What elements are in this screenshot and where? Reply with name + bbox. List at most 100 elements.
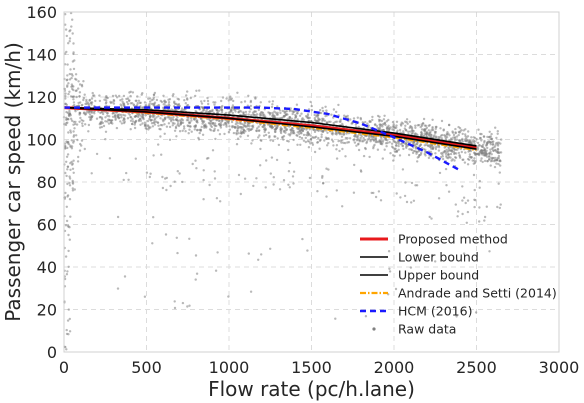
raw-data-point [72, 141, 75, 144]
raw-data-point [67, 249, 70, 253]
raw-data-point [247, 94, 250, 98]
raw-data-point [118, 94, 121, 98]
raw-data-point [176, 103, 179, 107]
raw-data-point [269, 125, 272, 128]
raw-data-point [496, 130, 499, 133]
raw-data-point [242, 111, 245, 114]
raw-data-point [423, 144, 426, 147]
raw-data-point [70, 76, 73, 80]
raw-data-point [282, 179, 286, 182]
raw-data-point [271, 111, 274, 115]
raw-data-point [228, 125, 231, 128]
raw-data-point [212, 101, 215, 104]
raw-data-point [201, 109, 205, 112]
raw-data-point [116, 287, 120, 290]
raw-data-point [203, 125, 207, 128]
raw-data-point [342, 141, 345, 145]
raw-data-point [489, 164, 492, 167]
raw-data-point [67, 92, 70, 96]
raw-data-point [310, 108, 313, 112]
raw-data-point [364, 147, 367, 151]
raw-data-point [296, 143, 299, 146]
raw-data-point [325, 109, 328, 112]
raw-data-point [371, 118, 374, 122]
raw-data-point [128, 91, 131, 94]
raw-data-point [178, 130, 182, 133]
raw-data-point [262, 123, 266, 127]
raw-data-point [494, 148, 497, 152]
raw-data-point [410, 181, 414, 185]
raw-data-point [98, 99, 102, 103]
raw-data-point [268, 100, 271, 103]
raw-data-point [468, 153, 472, 156]
raw-data-point [429, 135, 433, 139]
raw-data-point [237, 173, 241, 177]
raw-data-point [335, 157, 339, 160]
raw-data-point [327, 142, 330, 145]
raw-data-point [88, 99, 91, 102]
raw-data-point [321, 109, 325, 113]
raw-data-point [395, 120, 399, 124]
legend-label: Upper bound [398, 268, 479, 283]
raw-data-point [104, 130, 108, 133]
raw-data-point [466, 139, 470, 142]
raw-data-point [145, 171, 149, 174]
raw-data-point [200, 105, 203, 109]
raw-data-point [499, 164, 502, 167]
raw-data-point [104, 138, 107, 141]
raw-data-point [264, 186, 267, 189]
raw-data-point [301, 117, 304, 120]
raw-data-point [103, 98, 106, 101]
raw-data-point [420, 134, 423, 137]
raw-data-point [444, 167, 448, 171]
raw-data-point [134, 157, 137, 160]
raw-data-point [259, 138, 262, 142]
raw-data-point [164, 104, 167, 107]
raw-data-point [83, 111, 86, 114]
raw-data-point [313, 117, 316, 120]
raw-data-point [457, 151, 461, 155]
raw-data-point [67, 131, 70, 134]
raw-data-point [255, 113, 259, 116]
raw-data-point [131, 117, 134, 121]
raw-data-point [236, 137, 240, 140]
raw-data-point [405, 129, 408, 132]
raw-data-point [80, 119, 83, 122]
raw-data-point [219, 200, 222, 203]
raw-data-point [299, 126, 302, 129]
raw-data-point [312, 128, 315, 132]
raw-data-point [111, 94, 115, 98]
raw-data-point [319, 111, 323, 115]
raw-data-point [66, 146, 69, 150]
raw-data-point [165, 188, 168, 192]
raw-data-point [421, 122, 425, 125]
raw-data-point [316, 190, 319, 193]
raw-data-point [284, 110, 287, 113]
raw-data-point [420, 128, 424, 131]
raw-data-point [101, 110, 104, 114]
raw-data-point [462, 252, 466, 255]
raw-data-point [418, 154, 421, 157]
raw-data-point [65, 219, 69, 223]
raw-data-point [247, 113, 250, 116]
raw-data-point [218, 133, 222, 136]
raw-data-point [125, 100, 129, 104]
raw-data-point [63, 145, 67, 148]
raw-data-point [201, 107, 205, 110]
raw-data-point [182, 109, 185, 112]
raw-data-point [172, 118, 175, 122]
raw-data-point [400, 121, 403, 124]
raw-data-point [72, 120, 76, 124]
raw-data-point [221, 119, 224, 122]
raw-data-point [454, 131, 457, 134]
raw-data-point [329, 120, 332, 124]
raw-data-point [123, 104, 126, 107]
raw-data-point [341, 122, 344, 126]
raw-data-point [334, 120, 337, 124]
raw-data-point [153, 121, 156, 124]
raw-data-point [220, 108, 223, 111]
raw-data-point [378, 115, 381, 119]
raw-data-point [246, 134, 250, 137]
raw-data-point [213, 129, 216, 132]
raw-data-point [202, 169, 205, 172]
